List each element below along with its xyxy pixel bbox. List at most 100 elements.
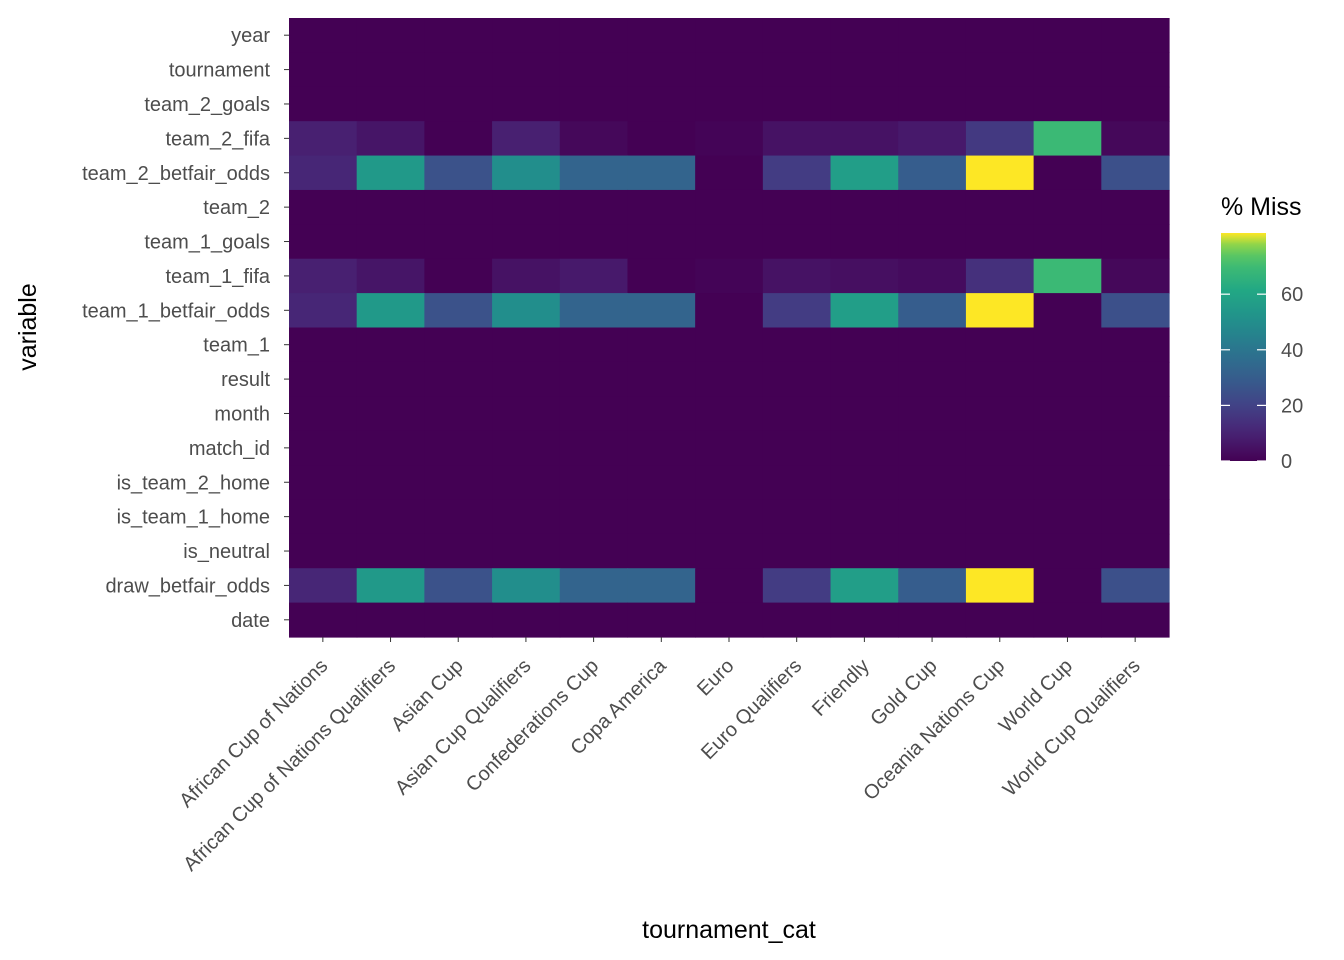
heatmap-cell	[559, 121, 629, 157]
heatmap-cell	[424, 155, 493, 191]
heatmap-cell	[1101, 155, 1170, 191]
heatmap-cell	[1033, 499, 1102, 535]
heatmap-cell	[762, 18, 832, 53]
heatmap-cell	[1101, 258, 1170, 294]
heatmap-cell	[627, 258, 696, 294]
heatmap-cell	[1033, 224, 1102, 260]
heatmap-cell	[1101, 86, 1170, 122]
heatmap-cell	[1033, 155, 1102, 191]
heatmap-cell	[559, 327, 629, 363]
heatmap-cell	[356, 189, 425, 225]
heatmap-cell	[424, 86, 493, 122]
heatmap-cell	[424, 293, 493, 329]
heatmap-cell	[965, 86, 1035, 122]
heatmap-cell	[492, 396, 561, 432]
heatmap-cell	[356, 568, 425, 604]
heatmap-cell	[965, 361, 1035, 397]
heatmap-cell	[762, 52, 832, 88]
heatmap-cell	[762, 155, 832, 191]
y-tick-label: team_2_fifa	[165, 128, 270, 150]
y-tick-label: team_1_betfair_odds	[82, 300, 270, 322]
heatmap-cell	[1101, 293, 1170, 329]
heatmap-cell	[289, 327, 358, 363]
heatmap-cell	[965, 430, 1035, 466]
heatmap-cell	[424, 396, 493, 432]
heatmap-cell	[289, 189, 358, 225]
heatmap-cell	[1101, 189, 1170, 225]
heatmap-cell	[830, 293, 899, 329]
y-tick-label: is_team_2_home	[117, 472, 270, 494]
heatmap-cell	[965, 499, 1035, 535]
heatmap-cell	[1033, 293, 1102, 329]
legend-ticks: 0 20 40 60	[1221, 284, 1303, 473]
heatmap-cell	[695, 121, 764, 157]
heatmap-cell	[1033, 430, 1102, 466]
heatmap-cell	[356, 293, 425, 329]
heatmap-cell	[830, 396, 899, 432]
heatmap-cell	[424, 602, 493, 638]
heatmap-cell	[356, 258, 425, 294]
heatmap-cell	[695, 224, 764, 260]
heatmap-cell	[898, 361, 967, 397]
heatmap-cell	[627, 155, 696, 191]
heatmap-cell	[830, 86, 899, 122]
heatmap-cell	[356, 361, 425, 397]
heatmap-cell	[424, 327, 493, 363]
heatmap-cell	[898, 499, 967, 535]
heatmap-cell	[1033, 533, 1102, 569]
y-axis-ticks: year tournament team_2_goals team_2_fifatea…	[82, 25, 289, 632]
heatmap-cell	[559, 155, 629, 191]
heatmap-cell	[762, 224, 832, 260]
heatmap-cell	[830, 327, 899, 363]
heatmap-cell	[492, 602, 561, 638]
heatmap-cell	[559, 465, 629, 501]
heatmap-cell	[1033, 18, 1102, 53]
heatmap-cell	[356, 52, 425, 88]
heatmap-cell	[289, 224, 358, 260]
legend-tick-label: 0	[1281, 451, 1292, 473]
heatmap-cell	[898, 430, 967, 466]
heatmap-cell	[898, 602, 967, 638]
heatmap-cell	[424, 430, 493, 466]
heatmap-cell	[289, 499, 358, 535]
heatmap-cell	[762, 327, 832, 363]
heatmap-cell	[356, 465, 425, 501]
heatmap-cell	[1101, 361, 1170, 397]
heatmap-cell	[695, 533, 764, 569]
y-tick-label: team_2	[203, 197, 270, 219]
heatmap-cell	[424, 258, 493, 294]
heatmap-cell	[762, 602, 832, 638]
x-tick-label: Confederations Cup	[462, 655, 603, 796]
heatmap-cell	[1033, 189, 1102, 225]
heatmap-cell	[627, 293, 696, 329]
heatmap-cell	[830, 499, 899, 535]
y-tick-label: month	[214, 403, 270, 425]
heatmap-cell	[289, 155, 358, 191]
heatmap-cell	[1033, 396, 1102, 432]
heatmap-cell	[830, 18, 899, 53]
heatmap-cell	[898, 121, 967, 157]
heatmap-cell	[1101, 602, 1170, 638]
y-tick-label: year	[231, 25, 270, 47]
legend-title: % Miss	[1221, 193, 1302, 221]
heatmap-cell	[762, 86, 832, 122]
heatmap-cell	[356, 327, 425, 363]
heatmap-cell	[559, 189, 629, 225]
heatmap-cell	[424, 121, 493, 157]
heatmap-cell	[356, 499, 425, 535]
heatmap-cell	[695, 396, 764, 432]
heatmap-cell	[830, 533, 899, 569]
legend-tick-label: 40	[1281, 340, 1303, 362]
heatmap-cell	[830, 361, 899, 397]
heatmap-cell	[492, 465, 561, 501]
heatmap-cell	[289, 568, 358, 604]
heatmap-cell	[965, 396, 1035, 432]
heatmap-cell	[1033, 465, 1102, 501]
heatmap-cell	[356, 224, 425, 260]
heatmap-cell	[898, 293, 967, 329]
heatmap-cell	[762, 258, 832, 294]
heatmap-cell	[965, 533, 1035, 569]
heatmap-cell	[492, 361, 561, 397]
heatmap-cell	[492, 293, 561, 329]
heatmap-cell	[492, 121, 561, 157]
